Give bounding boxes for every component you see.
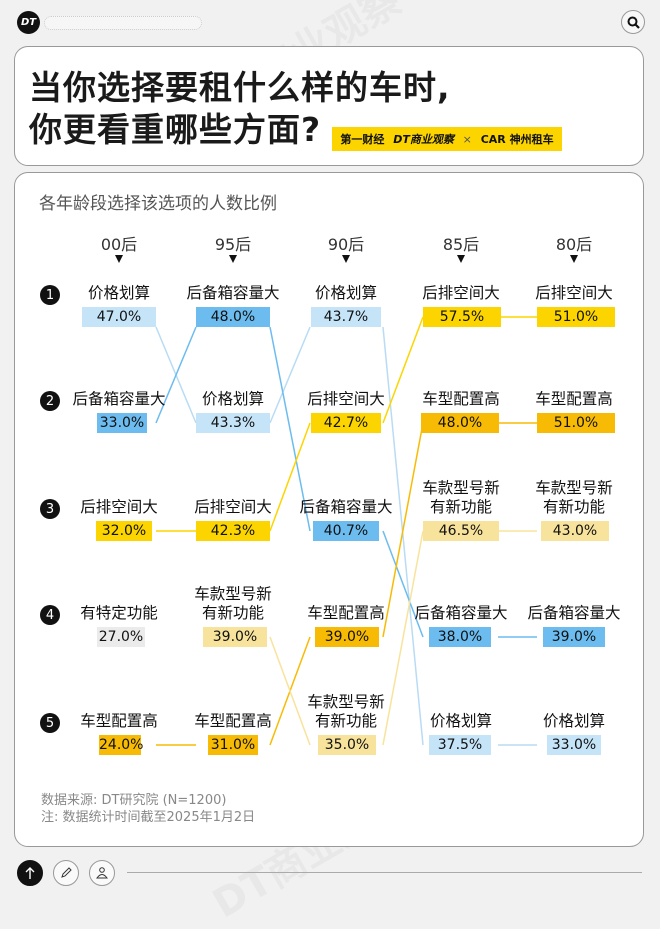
cell-label: 有新功能 xyxy=(314,712,377,730)
value-box: 35.0% xyxy=(318,735,376,755)
column-header-90: 90后 xyxy=(327,235,365,254)
value-box: 33.0% xyxy=(97,413,147,433)
value-box: 51.0% xyxy=(537,307,615,327)
down-arrow-icon xyxy=(229,255,237,263)
down-arrow-icon xyxy=(570,255,578,263)
cell-label: 有新功能 xyxy=(429,498,492,516)
value-box: 24.0% xyxy=(99,735,144,755)
down-arrow-icon xyxy=(342,255,350,263)
value-box: 31.0% xyxy=(208,735,258,755)
value-box: 38.0% xyxy=(429,627,491,647)
cell-label: 后排空间大 xyxy=(194,498,272,516)
arrow-up-icon xyxy=(25,867,35,879)
value-box: 46.5% xyxy=(423,521,499,541)
value-box: 39.0% xyxy=(543,627,605,647)
down-arrow-icon xyxy=(115,255,123,263)
top-bar: DT xyxy=(0,0,660,46)
profile-button[interactable] xyxy=(89,860,115,886)
value-box: 43.0% xyxy=(541,521,609,541)
scroll-top-button[interactable] xyxy=(17,860,43,886)
value-box: 47.0% xyxy=(82,307,156,327)
value-box: 43.3% xyxy=(196,413,270,433)
cell-label: 车型配置高 xyxy=(535,390,613,408)
rank-5-icon: 5 xyxy=(40,713,60,733)
cell-label: 车款型号新 xyxy=(422,479,500,497)
cell-label: 价格划算 xyxy=(87,284,150,302)
value-box: 32.0% xyxy=(96,521,152,541)
cell-label: 车款型号新 xyxy=(307,693,385,711)
cell-label: 后备箱容量大 xyxy=(527,604,621,622)
chart-card: 各年龄段选择该选项的人数比例 00后 95后 90后 85后 80后 xyxy=(14,172,644,847)
user-icon xyxy=(96,867,108,879)
page-title: 当你选择要租什么样的车时, 你更看重哪些方面? xyxy=(29,67,451,151)
value-box: 51.0% xyxy=(537,413,615,433)
cell-label: 有特定功能 xyxy=(80,604,158,622)
value-box: 33.0% xyxy=(547,735,601,755)
cell-label: 车型配置高 xyxy=(422,390,500,408)
source-text: 数据来源: DT研究院 (N=1200) xyxy=(41,793,227,808)
address-bar[interactable] xyxy=(44,16,202,30)
cell-label: 后排空间大 xyxy=(422,284,500,302)
cell-label: 车型配置高 xyxy=(194,712,272,730)
cell-label: 车款型号新 xyxy=(535,479,613,497)
title-line-2: 你更看重哪些方面? xyxy=(29,110,322,149)
title-card: 当你选择要租什么样的车时, 你更看重哪些方面? 第一财经 DT商业观察 × CA… xyxy=(14,46,644,166)
divider xyxy=(127,872,642,873)
cell-label: 车型配置高 xyxy=(307,604,385,622)
brand-dt: DT商业观察 xyxy=(393,133,454,146)
down-arrow-icon xyxy=(457,255,465,263)
brand-bar: 第一财经 DT商业观察 × CAR 神州租车 xyxy=(332,127,562,151)
value-box: 48.0% xyxy=(196,307,270,327)
note-text: 注: 数据统计时间截至2025年1月2日 xyxy=(41,810,256,825)
rank-3-icon: 3 xyxy=(40,499,60,519)
brand-separator: × xyxy=(462,132,472,146)
brand-car: CAR 神州租车 xyxy=(480,133,554,146)
value-box: 57.5% xyxy=(423,307,501,327)
chart-subtitle: 各年龄段选择该选项的人数比例 xyxy=(39,194,277,214)
cell-label: 后备箱容量大 xyxy=(299,498,393,516)
rank-4-icon: 4 xyxy=(40,605,60,625)
rank-1-icon: 1 xyxy=(40,285,60,305)
cell-label: 有新功能 xyxy=(542,498,605,516)
column-header-80: 80后 xyxy=(555,235,593,254)
value-box: 40.7% xyxy=(313,521,379,541)
cell-label: 后排空间大 xyxy=(307,390,385,408)
rank-2-icon: 2 xyxy=(40,391,60,411)
cell-label: 后备箱容量大 xyxy=(414,604,508,622)
column-header-00: 00后 xyxy=(100,235,138,254)
value-box: 37.5% xyxy=(429,735,491,755)
pencil-icon xyxy=(61,867,72,878)
bottom-toolbar xyxy=(0,852,660,901)
cell-label: 后排空间大 xyxy=(535,284,613,302)
connector-lines xyxy=(155,316,537,746)
edit-button[interactable] xyxy=(53,860,79,886)
value-box: 27.0% xyxy=(97,627,145,647)
cell-label: 价格划算 xyxy=(314,284,377,302)
cell-label: 后排空间大 xyxy=(80,498,158,516)
column-header-95: 95后 xyxy=(214,235,252,254)
cell-label: 价格划算 xyxy=(542,712,605,730)
value-box: 43.7% xyxy=(311,307,381,327)
cell-label: 后备箱容量大 xyxy=(72,390,166,408)
cell-label: 价格划算 xyxy=(201,390,264,408)
search-button[interactable] xyxy=(621,10,645,34)
cell-label: 后备箱容量大 xyxy=(186,284,280,302)
column-header-85: 85后 xyxy=(442,235,480,254)
data-source: 数据来源: DT研究院 (N=1200) 注: 数据统计时间截至2025年1月2… xyxy=(41,792,255,826)
cell-label: 车款型号新 xyxy=(194,585,272,603)
cell-label: 价格划算 xyxy=(429,712,492,730)
value-box: 48.0% xyxy=(421,413,499,433)
cell-label: 有新功能 xyxy=(201,604,264,622)
search-icon xyxy=(627,16,640,29)
brand-yicai: 第一财经 xyxy=(340,133,385,146)
value-box: 42.7% xyxy=(311,413,381,433)
value-box: 42.3% xyxy=(196,521,270,541)
cell-label: 车型配置高 xyxy=(80,712,158,730)
title-line-1: 当你选择要租什么样的车时, xyxy=(29,68,451,107)
value-box: 39.0% xyxy=(315,627,379,647)
value-box: 39.0% xyxy=(203,627,267,647)
dt-logo[interactable]: DT xyxy=(17,11,40,34)
